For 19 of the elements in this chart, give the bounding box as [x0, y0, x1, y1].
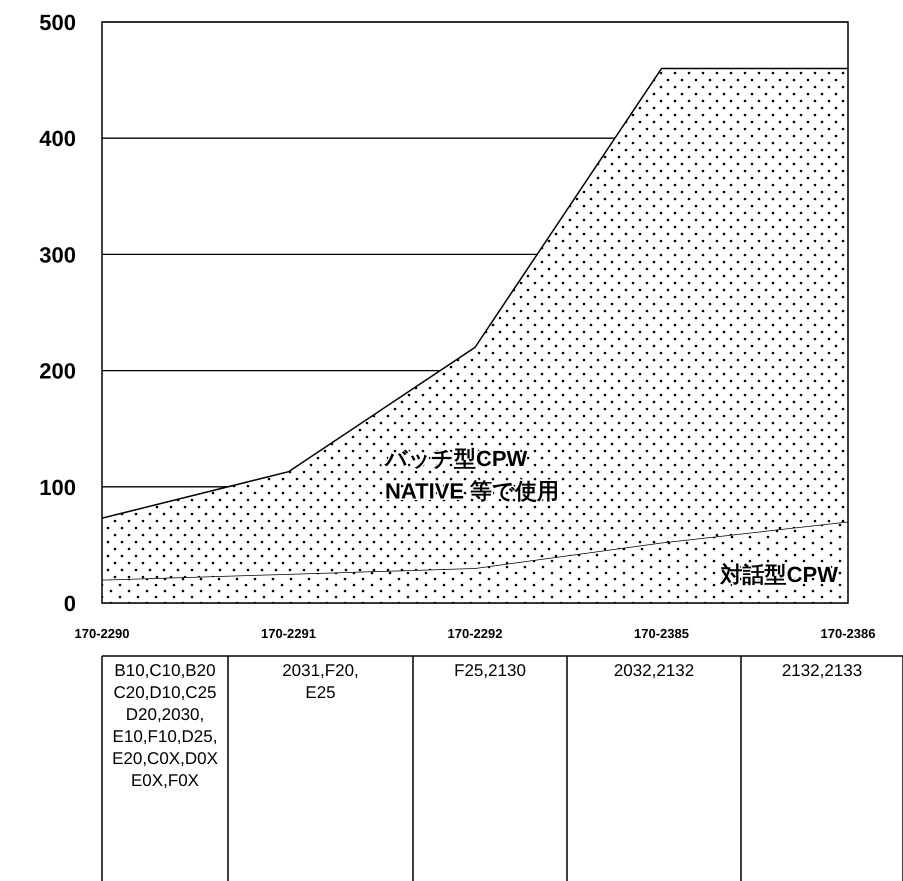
x-tick-label: 170-2290: [74, 626, 130, 641]
x-tick-label: 170-2385: [634, 626, 689, 641]
x-tick-label: 170-2292: [448, 626, 502, 641]
x-tick-label: 170-2386: [820, 626, 876, 641]
text: 2032,2132: [614, 661, 694, 680]
series-label: 対話型CPW: [720, 562, 838, 588]
y-tick-label: 400: [39, 126, 76, 152]
y-tick-label: 0: [64, 591, 76, 616]
y-tick-label: 200: [39, 358, 76, 384]
y-tick-label: 100: [39, 474, 76, 500]
text: B10,C10,B20 C20,D10,C25 D20,2030, E10,F10,D25, E20,C0X,D0X E0X,F0X: [112, 661, 218, 790]
text: F25,2130: [454, 661, 526, 680]
text: 2031,F20, E25: [282, 661, 359, 702]
annotation: NATIVE 等で使用: [385, 478, 560, 504]
series-label: バッチ型CPW: [383, 446, 528, 471]
y-tick-label: 300: [39, 242, 76, 268]
x-tick-label: 170-2291: [261, 626, 316, 641]
y-tick-label: 500: [39, 10, 76, 35]
text: 2132,2133: [782, 661, 862, 680]
